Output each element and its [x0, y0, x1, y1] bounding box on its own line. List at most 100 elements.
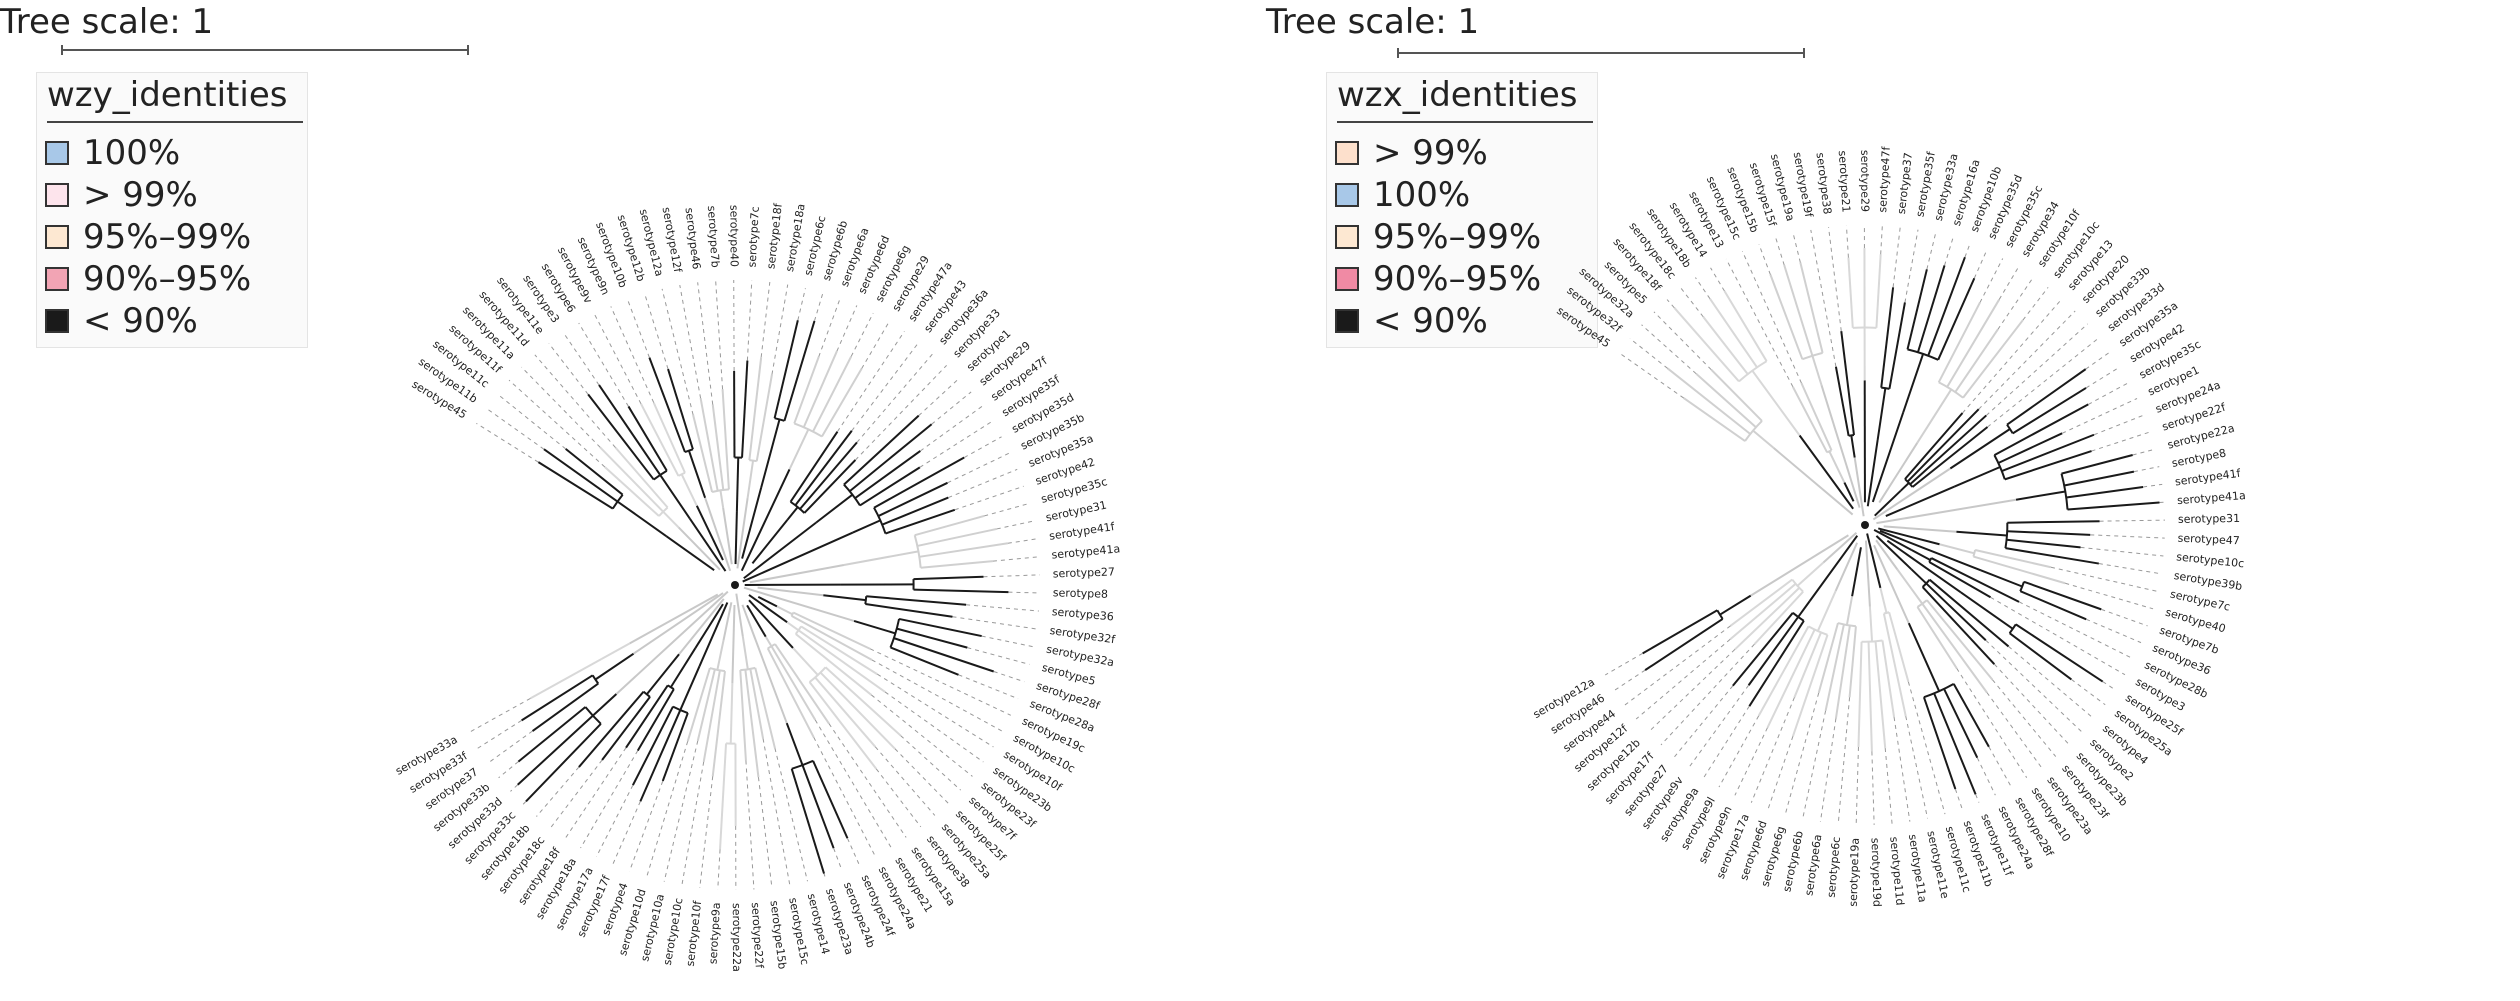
tree-branch [1783, 264, 1814, 357]
legend-swatch [1335, 267, 1359, 291]
leader-line [814, 292, 824, 322]
tree-branch [1729, 578, 1793, 627]
tree-branch [1843, 482, 1855, 502]
tree-branch [1772, 447, 1854, 516]
tree-branch [1902, 353, 1925, 413]
leader-line [855, 365, 947, 461]
leader-line [1624, 625, 1731, 706]
tree-branch [1875, 539, 1899, 570]
tree-branch [881, 496, 949, 526]
leader-line [1973, 250, 1987, 279]
leader-line [1845, 225, 1849, 258]
tree-branch [1933, 692, 1977, 795]
tree-branch [852, 519, 881, 534]
tree-branch [1907, 622, 1941, 692]
tree-branch [1866, 439, 1879, 507]
tree-branch [792, 611, 871, 650]
tree-branch [1834, 542, 1859, 592]
leader-line [1614, 669, 1646, 691]
tree-branch [695, 505, 724, 561]
tree-branch [2019, 590, 2087, 621]
tree-branch [802, 350, 838, 428]
tree-branch [898, 617, 982, 638]
leaf-label: serotype11d [1887, 836, 1906, 906]
tree-branch [696, 669, 716, 742]
tree-branch [2004, 450, 2092, 481]
tree-branch [741, 604, 788, 724]
tree-branch [1943, 688, 1979, 759]
legend-label: < 90% [83, 301, 198, 341]
leader-line [1660, 643, 1755, 746]
leader-line [1629, 338, 1668, 369]
phylogenetic-tree: serotype45serotype11bserotype11cserotype… [393, 202, 1121, 972]
legend-swatch [45, 225, 69, 249]
tree-branch [877, 481, 948, 517]
tree-branch [1879, 529, 1982, 572]
tree-branch [1880, 287, 1895, 388]
tree-branch [1851, 547, 1862, 597]
tree-branch [742, 531, 854, 583]
leader-line [996, 520, 1034, 530]
leader-line [884, 691, 984, 763]
tree-arc [873, 507, 887, 534]
leaf-label: serotype27 [1053, 565, 1115, 580]
tree-branch [2001, 433, 2095, 473]
tree-branch [652, 402, 686, 474]
tree-branch [1834, 366, 1850, 436]
tree-branch [917, 527, 997, 547]
tree-branch [735, 593, 744, 637]
leader-line [580, 750, 639, 849]
tree-arc [889, 618, 901, 648]
leader-line [467, 697, 531, 734]
tree-branch [757, 595, 778, 608]
legend-label: 95%–99% [1373, 217, 1542, 257]
tree-branch [786, 506, 799, 521]
tree-branch [1926, 599, 1994, 681]
legend-title: wzy_identities [47, 75, 288, 115]
leaf-label: serotype36 [1051, 605, 1114, 623]
tree-branch [749, 564, 845, 584]
tree-arc [1923, 682, 1955, 699]
leader-line [1988, 746, 2012, 788]
leader-line [595, 784, 634, 857]
leader-line [952, 616, 1037, 630]
tree-branch [1937, 302, 1981, 383]
tree-branch [814, 676, 877, 748]
legend-label: 95%–99% [83, 217, 252, 257]
leader-line [823, 873, 826, 877]
leader-line [856, 352, 934, 443]
leaf-label: serotype41a [1051, 542, 1121, 561]
leader-line [1926, 233, 1937, 270]
tree-branch [1879, 587, 1888, 614]
leader-line [1962, 298, 2063, 414]
tree-scale-bar [1397, 48, 1805, 58]
tree-branch [1791, 386, 1829, 453]
tree-branch [719, 490, 725, 508]
leaf-label: serotype15c [786, 897, 811, 966]
leader-line [877, 673, 994, 748]
leaf-label: serotype41a [2177, 489, 2247, 507]
tree-branch [1962, 319, 2024, 399]
tree-branch [1927, 256, 1966, 357]
tree-branch [1871, 412, 1905, 503]
leader-line [2080, 546, 2164, 557]
tree-branch [865, 603, 953, 618]
leader-line [1666, 299, 1675, 309]
legend-label: > 99% [83, 175, 198, 215]
leader-line [958, 674, 1019, 700]
tree-branch [592, 693, 618, 717]
leader-line [2086, 618, 2142, 644]
leader-line [2018, 601, 2134, 660]
leaf-label: serotype9a [707, 902, 723, 964]
tree-branch [790, 768, 825, 874]
leader-line [818, 298, 841, 357]
tree-branch [1729, 583, 1797, 641]
tree-branch [741, 487, 763, 559]
leader-line [679, 284, 702, 399]
tree-arc [1791, 578, 1804, 593]
tree-branch [1910, 548, 1931, 561]
tree-branch [1748, 620, 1805, 707]
tree-branch [1874, 641, 1887, 749]
leader-line [1944, 238, 1954, 266]
right-tree-panel: Tree scale: 1 wzx_identities > 99% 100% … [1260, 0, 2520, 1001]
